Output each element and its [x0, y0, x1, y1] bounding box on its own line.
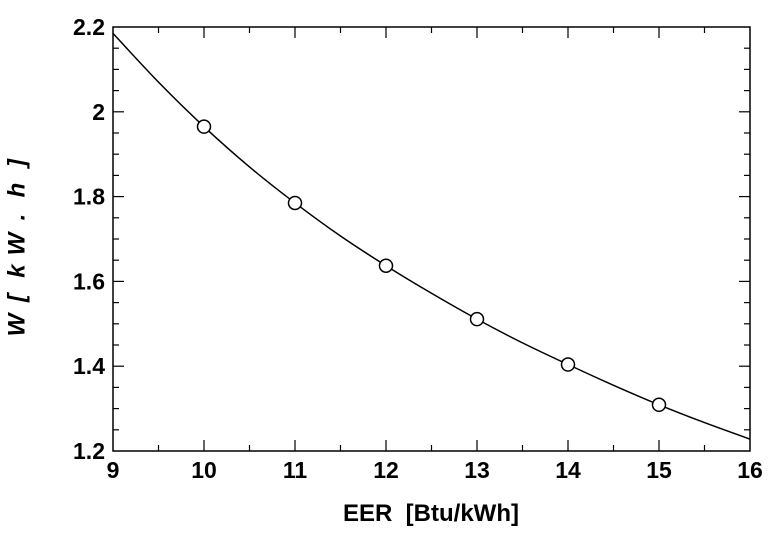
axis-ticks — [113, 27, 750, 451]
y-tick-label: 1.2 — [73, 438, 105, 464]
y-tick-label: 2.2 — [73, 14, 105, 40]
y-tick-label: 2 — [92, 99, 105, 125]
axis-tick-labels: 9 10 11 12 13 14 15 16 1.2 1.4 1.6 1.8 2 2.2 — [73, 14, 763, 483]
x-tick-label: 11 — [283, 457, 308, 483]
data-markers — [196, 119, 667, 413]
y-tick-label: 1.4 — [73, 353, 105, 379]
data-point — [287, 195, 303, 211]
y-tick-label: 1.6 — [73, 268, 105, 294]
x-tick-label: 12 — [373, 457, 399, 483]
y-tick-label: 1.8 — [73, 184, 105, 210]
data-point — [196, 119, 212, 134]
data-point — [560, 357, 576, 372]
y-axis-label-char: ] — [3, 158, 30, 170]
x-tick-label: 16 — [737, 457, 763, 483]
data-line — [112, 32, 751, 440]
y-axis-label: W[kW.h] — [3, 158, 30, 336]
x-tick-label: 10 — [191, 457, 217, 483]
x-tick-label: 13 — [464, 457, 490, 483]
plot-frame — [112, 26, 751, 452]
x-tick-label: 14 — [555, 457, 581, 483]
y-axis-label-char: W — [3, 311, 30, 336]
x-axis-label: EER [Btu/kWh] — [343, 500, 519, 527]
y-axis-label-char: . — [3, 214, 30, 221]
y-axis-label-char: h — [3, 183, 30, 198]
data-point — [469, 311, 485, 327]
y-axis-label-char: W — [3, 230, 30, 255]
x-tick-label: 15 — [646, 457, 672, 483]
y-axis-label-char: k — [3, 263, 30, 278]
data-point — [378, 258, 394, 273]
x-tick-label: 9 — [107, 457, 120, 483]
y-axis-label-char: [ — [3, 291, 30, 303]
data-point — [651, 397, 667, 413]
